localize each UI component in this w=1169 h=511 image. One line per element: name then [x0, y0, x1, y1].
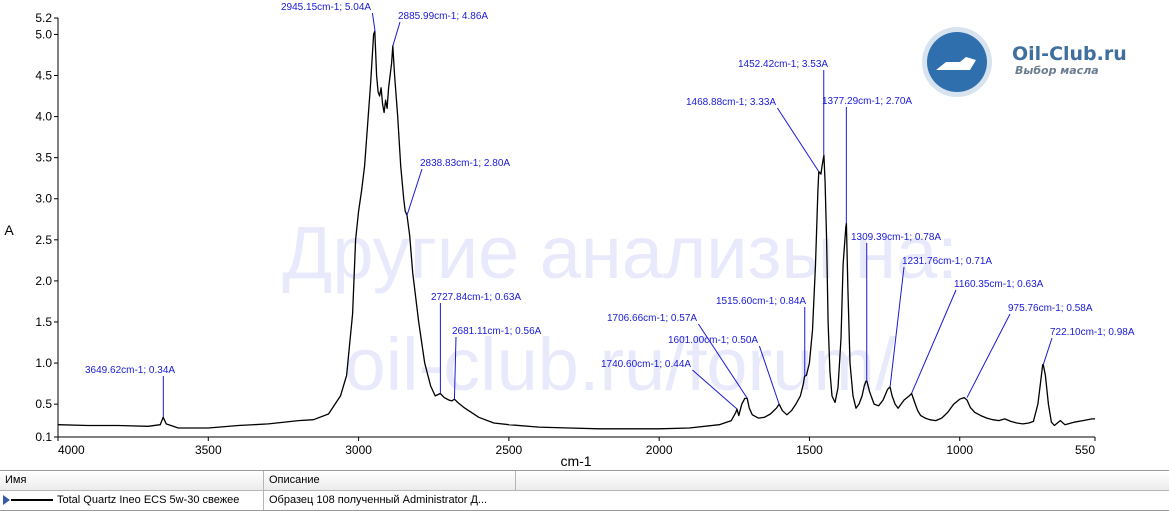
x-tick-label: 2000	[646, 443, 673, 457]
legend-row-name: Total Quartz Ineo ECS 5w-30 свежее	[57, 494, 240, 506]
peak-annotations: 2945.15cm-1; 5.04A 2885.99cm-1; 4.86A 2838…	[85, 2, 1135, 418]
peak-label: 1160.35cm-1; 0.63A	[954, 279, 1044, 290]
oil-can-icon	[936, 57, 976, 70]
x-tick-label: 3500	[195, 443, 222, 457]
y-tick-label: 5.0	[35, 27, 52, 41]
logo-subtitle: Выбор масла	[1015, 64, 1099, 77]
y-tick-label: 2.0	[35, 274, 52, 288]
x-tick-label: 1000	[946, 443, 973, 457]
y-tick-label: 0.1	[35, 430, 52, 444]
watermark-line-2: oil-club.ru/forum/	[344, 323, 896, 406]
peak-leader-line	[692, 369, 738, 410]
legend-row-name-cell[interactable]: Total Quartz Ineo ECS 5w-30 свежее	[0, 491, 264, 510]
peak-label: 2838.83cm-1; 2.80A	[420, 158, 510, 169]
y-axis-label: A	[4, 222, 14, 238]
peak-leader-line	[371, 12, 376, 32]
legend-header-row: Имя Описание	[0, 471, 1169, 491]
peak-leader-line	[758, 345, 780, 405]
peak-label: 2885.99cm-1; 4.86A	[398, 11, 488, 22]
peak-label: 975.76cm-1; 0.58A	[1008, 303, 1093, 314]
column-header-empty	[516, 471, 1169, 490]
peak-label: 1468.88cm-1; 3.33A	[686, 97, 776, 108]
legend-table: Имя Описание Total Quartz Ineo ECS 5w-30…	[0, 470, 1169, 511]
peak-leader-line	[776, 107, 820, 172]
peak-label: 3649.62cm-1; 0.34A	[85, 365, 175, 376]
y-tick-label: 3.5	[35, 151, 52, 165]
y-tick-label: 3.0	[35, 192, 52, 206]
x-tick-label: 4000	[58, 443, 85, 457]
peak-leader-line	[697, 323, 748, 399]
peak-label: 1706.66cm-1; 0.57A	[607, 313, 697, 324]
peak-label: 1452.42cm-1; 3.53A	[738, 59, 828, 70]
legend-row[interactable]: Total Quartz Ineo ECS 5w-30 свежее Образ…	[0, 491, 1169, 511]
axes: 0.1 0.5 1.0 1.5 2.0 2.5 3.0 3.5 4.0 4.5 5.0 5.2 400…	[4, 11, 1096, 469]
watermark-line-1: Другие анализы на:	[282, 211, 957, 294]
x-tick-label: 3000	[345, 443, 372, 457]
peak-leader-line	[1042, 337, 1053, 365]
peak-leader-line	[911, 289, 957, 394]
row-pointer-icon	[3, 495, 10, 506]
x-tick-label: 550	[1075, 443, 1095, 457]
legend-row-description: Образец 108 полученный Administrator Д..…	[269, 494, 488, 506]
y-tick-label: 2.5	[35, 233, 52, 247]
x-tick-label: 1500	[796, 443, 823, 457]
spectrum-line	[57, 30, 1095, 430]
column-header-description[interactable]: Описание	[264, 471, 516, 490]
peak-leader-line	[453, 336, 457, 400]
x-tick-label: 2500	[496, 443, 523, 457]
y-tick-label: 1.5	[35, 315, 52, 329]
y-tick-label: 0.5	[35, 397, 52, 411]
peak-leader-line	[406, 168, 423, 216]
peak-label: 2945.15cm-1; 5.04A	[281, 2, 371, 13]
x-axis-label: cm-1	[560, 453, 591, 469]
y-tick-label: 4.5	[35, 69, 52, 83]
peak-label: 1601.00cm-1; 0.50A	[668, 335, 758, 346]
spectrum-chart: Другие анализы на: oil-club.ru/forum/ Oi…	[4, 2, 1135, 469]
y-tick-label: 4.0	[35, 110, 52, 124]
peak-label: 722.10cm-1; 0.98A	[1050, 327, 1135, 338]
peak-label: 2681.11cm-1; 0.56A	[452, 326, 542, 337]
peak-label: 1309.39cm-1; 0.78A	[851, 232, 941, 243]
peak-label: 1740.60cm-1; 0.44A	[601, 359, 691, 370]
series-line-icon	[11, 499, 53, 502]
y-tick-label: 5.2	[35, 11, 52, 25]
peak-leader-line	[966, 313, 1011, 398]
logo-title: Oil-Club.ru	[1012, 43, 1127, 65]
peak-label: 1377.29cm-1; 2.70A	[822, 96, 912, 107]
column-header-name[interactable]: Имя	[0, 471, 264, 490]
peak-label: 2727.84cm-1; 0.63A	[431, 292, 521, 303]
peak-leader-line	[392, 21, 401, 47]
peak-label: 1231.76cm-1; 0.71A	[902, 256, 992, 267]
watermark: Другие анализы на: oil-club.ru/forum/	[282, 211, 957, 406]
y-tick-label: 1.0	[35, 356, 52, 370]
peak-leader-line	[889, 266, 905, 387]
peak-label: 1515.60cm-1; 0.84A	[716, 296, 806, 307]
oil-club-logo: Oil-Club.ru Выбор масла	[922, 27, 1127, 97]
